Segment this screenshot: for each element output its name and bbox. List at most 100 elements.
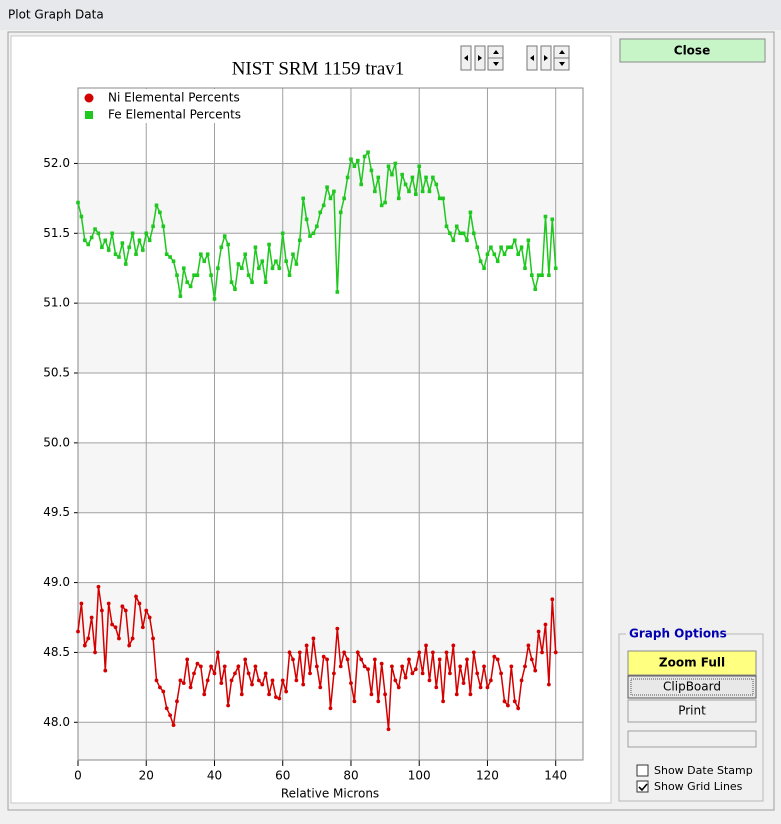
point [349, 157, 353, 162]
x-tick-label: 100 [408, 769, 431, 783]
point [512, 238, 517, 243]
point [369, 692, 374, 697]
point [103, 668, 108, 673]
print-button[interactable] [627, 699, 757, 723]
spinner[interactable] [460, 45, 504, 71]
point [400, 664, 405, 669]
point [492, 252, 497, 257]
x-tick-label: 20 [139, 769, 154, 783]
point [239, 266, 244, 271]
point [461, 681, 466, 686]
point [465, 657, 469, 662]
checkbox[interactable] [636, 780, 649, 793]
point [117, 255, 121, 259]
point [188, 685, 193, 690]
point [103, 238, 108, 243]
point [482, 266, 486, 271]
point [349, 681, 353, 686]
point [212, 297, 217, 301]
point [495, 259, 500, 264]
y-tick-label: 49.5 [43, 505, 70, 519]
checkbox-label: Show Grid Lines [654, 780, 743, 793]
point [233, 287, 237, 291]
point [519, 678, 524, 683]
point [451, 238, 456, 243]
point [110, 231, 114, 236]
point [441, 699, 446, 704]
point [376, 175, 381, 180]
point [243, 657, 248, 662]
point [205, 678, 210, 683]
checkbox[interactable] [636, 764, 649, 777]
point [164, 252, 169, 257]
point [379, 203, 384, 208]
point [100, 245, 104, 250]
point [274, 695, 278, 700]
point [93, 227, 97, 231]
point [147, 238, 152, 243]
point [413, 667, 418, 672]
point [175, 273, 179, 278]
point [144, 231, 149, 236]
point [86, 636, 91, 641]
point [308, 671, 312, 676]
legend-marker [85, 111, 93, 119]
plot-border [77, 87, 584, 761]
point [553, 650, 558, 655]
point [499, 245, 503, 250]
point [311, 231, 316, 236]
point [229, 678, 234, 683]
point [529, 657, 534, 662]
point [260, 682, 265, 687]
point [318, 210, 323, 215]
point [454, 224, 459, 229]
point [431, 175, 435, 180]
spinner[interactable] [526, 45, 570, 71]
point [239, 692, 244, 697]
point [403, 675, 408, 680]
point [274, 259, 278, 264]
point [198, 664, 203, 669]
point [475, 245, 480, 250]
point [185, 657, 190, 662]
point [267, 692, 271, 697]
clipboard-button[interactable] [627, 675, 757, 699]
legend-box [79, 89, 269, 123]
point [161, 689, 166, 694]
point [533, 287, 538, 291]
point [287, 650, 292, 655]
point [342, 650, 347, 655]
point [294, 678, 299, 683]
point [141, 248, 145, 252]
y-tick-label: 50.5 [43, 366, 70, 380]
point [345, 175, 350, 180]
close-button[interactable] [619, 38, 766, 63]
point [458, 231, 462, 236]
point [209, 664, 213, 669]
point [164, 706, 169, 711]
point [468, 210, 473, 215]
point [250, 682, 254, 687]
point [485, 685, 490, 690]
point [308, 234, 312, 238]
zoom-full-button[interactable] [627, 650, 757, 676]
plot-band [78, 303, 583, 374]
point [120, 241, 125, 245]
point [219, 681, 224, 686]
x-tick-label: 140 [544, 769, 567, 783]
point [410, 671, 415, 676]
point [478, 685, 483, 690]
point [325, 185, 329, 189]
point [526, 238, 531, 243]
point [263, 671, 268, 676]
point [311, 636, 316, 641]
point [226, 703, 231, 708]
point [379, 661, 384, 666]
point [236, 262, 241, 266]
point [93, 650, 97, 655]
point [471, 650, 476, 655]
point [427, 189, 432, 194]
point [246, 273, 251, 278]
x-tick-label: 60 [275, 769, 290, 783]
clipboard-label: ClipBoard [663, 680, 721, 694]
